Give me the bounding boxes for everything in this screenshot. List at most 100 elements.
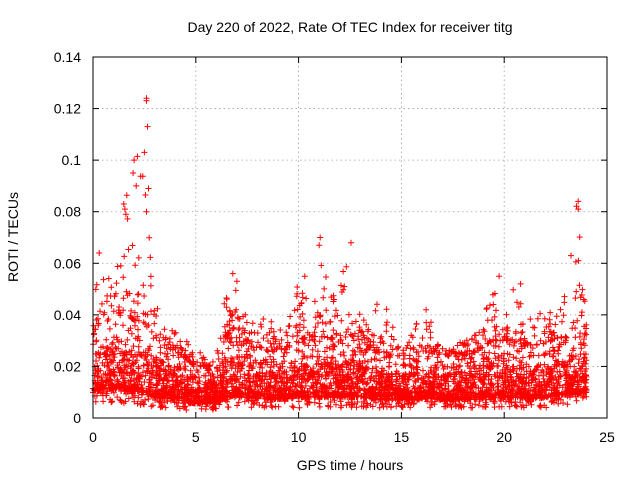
data-point: [343, 263, 350, 270]
data-point: [267, 353, 274, 360]
data-point: [157, 349, 164, 356]
x-tick-label: 5: [192, 429, 200, 445]
data-point: [356, 341, 363, 348]
data-point: [411, 371, 418, 378]
data-point: [567, 363, 574, 370]
data-point: [376, 380, 383, 387]
data-point: [541, 378, 548, 385]
x-tick-label: 0: [89, 429, 97, 445]
data-point: [154, 380, 161, 387]
data-point: [417, 384, 424, 390]
data-point: [362, 349, 369, 356]
data-point: [278, 336, 285, 343]
data-point: [267, 371, 274, 378]
data-point: [240, 382, 246, 388]
data-point: [288, 359, 295, 366]
data-point: [324, 362, 331, 369]
data-point: [174, 388, 181, 395]
data-point: [567, 380, 574, 386]
data-point: [576, 282, 583, 289]
data-point: [414, 370, 421, 377]
data-point: [149, 367, 156, 374]
data-point: [374, 301, 380, 308]
data-point: [574, 317, 581, 324]
data-point: [582, 351, 589, 358]
data-point: [402, 371, 409, 378]
data-point: [442, 351, 449, 358]
data-point: [111, 354, 118, 361]
data-point: [265, 338, 271, 344]
data-point: [293, 383, 300, 390]
data-point: [120, 379, 127, 386]
data-point: [573, 368, 580, 375]
data-point: [503, 311, 510, 318]
data-point: [545, 334, 552, 341]
data-point: [493, 307, 499, 314]
data-point: [452, 394, 459, 400]
data-point: [104, 359, 111, 366]
data-point: [581, 342, 588, 349]
data-point: [380, 375, 387, 381]
data-point: [243, 351, 250, 358]
data-point: [141, 293, 148, 299]
data-point: [299, 355, 306, 362]
data-point: [523, 361, 530, 368]
data-point: [575, 360, 582, 367]
data-point: [568, 356, 575, 363]
data-point: [260, 335, 267, 342]
data-point: [354, 380, 361, 387]
data-point: [231, 325, 237, 332]
data-point: [125, 246, 132, 253]
data-point: [373, 367, 380, 374]
data-point: [491, 350, 498, 357]
data-point: [495, 357, 502, 364]
data-point: [578, 312, 585, 319]
data-point: [389, 371, 395, 378]
data-point: [338, 317, 345, 324]
data-point: [569, 325, 576, 332]
data-point: [138, 382, 145, 388]
data-point: [577, 330, 584, 337]
data-point: [323, 307, 330, 314]
data-point: [341, 352, 348, 359]
data-point: [520, 364, 527, 371]
data-point: [169, 327, 176, 334]
data-point: [518, 329, 525, 336]
data-point: [166, 371, 173, 378]
data-point: [425, 370, 432, 377]
data-point: [376, 349, 383, 356]
data-point: [387, 352, 394, 359]
data-point: [403, 345, 410, 351]
data-point: [579, 286, 586, 293]
data-point: [480, 326, 487, 333]
data-point: [475, 340, 482, 347]
data-point: [270, 328, 277, 335]
data-point: [415, 358, 422, 365]
data-point: [166, 378, 172, 385]
data-point: [574, 378, 581, 385]
data-point: [159, 359, 166, 365]
data-point: [427, 379, 434, 386]
data-point: [404, 376, 411, 383]
data-point: [427, 329, 434, 336]
data-point: [469, 336, 476, 343]
data-point: [450, 376, 457, 383]
data-point: [226, 307, 233, 314]
data-point: [116, 380, 122, 387]
data-point: [427, 334, 434, 341]
data-point: [287, 374, 294, 381]
data-point: [124, 356, 131, 363]
data-point: [366, 390, 372, 397]
data-point: [517, 337, 524, 344]
data-point: [309, 353, 316, 360]
data-point: [383, 306, 390, 313]
data-point: [471, 349, 478, 356]
data-point: [305, 342, 312, 349]
data-point: [247, 352, 253, 359]
data-point: [572, 295, 579, 302]
data-point: [180, 353, 187, 360]
data-point: [220, 360, 227, 367]
data-point: [261, 373, 268, 380]
data-point: [575, 379, 582, 386]
data-point: [506, 351, 513, 358]
